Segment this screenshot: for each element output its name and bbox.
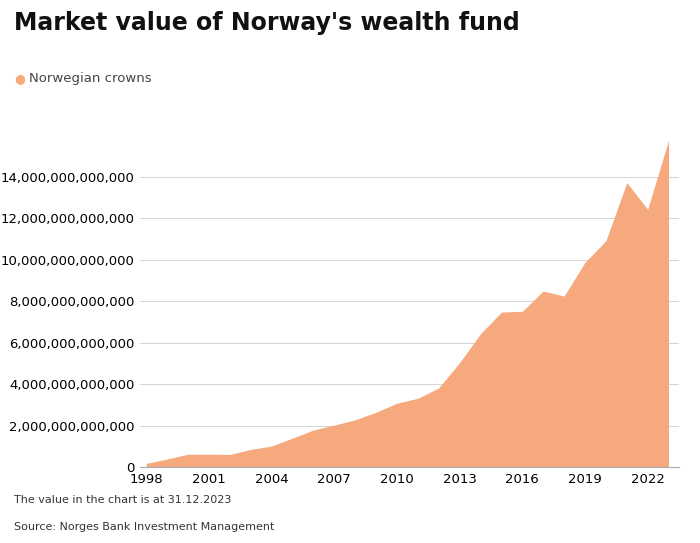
Text: Norwegian crowns: Norwegian crowns (29, 72, 152, 85)
Text: Market value of Norway's wealth fund: Market value of Norway's wealth fund (14, 11, 519, 35)
Text: Source: Norges Bank Investment Management: Source: Norges Bank Investment Managemen… (14, 522, 274, 532)
Text: ●: ● (14, 72, 25, 85)
Text: The value in the chart is at 31.12.2023: The value in the chart is at 31.12.2023 (14, 495, 232, 505)
